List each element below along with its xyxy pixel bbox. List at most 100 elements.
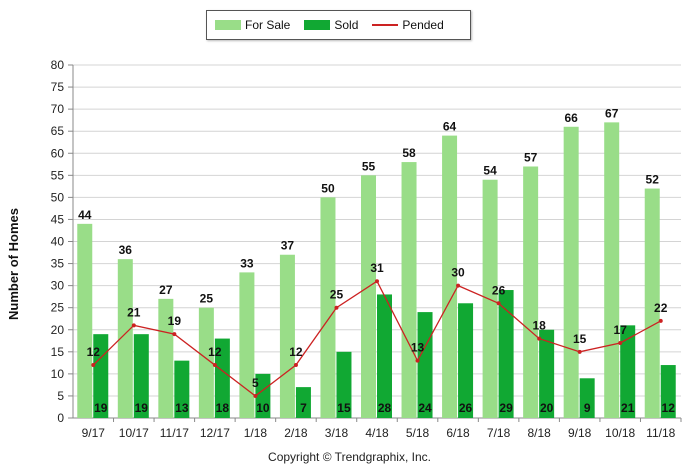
data-label-for-sale: 52 [646,173,660,187]
bar-sold [336,351,352,418]
data-label-pended: 22 [654,301,668,315]
bar-sold [93,334,109,418]
data-label-sold: 15 [337,401,351,415]
data-label-pended: 12 [208,345,222,359]
y-tick-label: 55 [51,168,65,182]
bar-for-sale [644,188,660,418]
x-tick-label: 8/18 [527,426,551,440]
data-label-for-sale: 37 [281,239,295,253]
x-tick-label: 9/17 [82,426,106,440]
data-label-for-sale: 58 [402,146,416,160]
data-label-pended: 30 [451,266,465,280]
y-tick-label: 35 [51,257,65,271]
bar-for-sale [239,272,255,418]
pended-point [91,363,96,368]
pended-point [212,363,217,368]
legend-swatch-for-sale [215,20,241,30]
data-label-for-sale: 25 [200,292,214,306]
data-label-sold: 7 [300,401,307,415]
y-tick-label: 60 [51,146,65,160]
bar-for-sale [401,162,417,418]
bar-sold [660,365,676,418]
data-label-pended: 13 [411,341,425,355]
data-label-sold: 29 [499,401,513,415]
x-tick-label: 10/17 [119,426,149,440]
bar-sold [458,303,474,418]
data-label-pended: 17 [614,323,628,337]
pended-point [131,323,136,328]
data-label-pended: 31 [370,261,384,275]
legend-label-for-sale: For Sale [245,18,291,32]
pended-point [375,279,379,284]
bar-sold [498,290,514,418]
y-tick-label: 20 [51,323,65,337]
pended-point [537,336,542,341]
y-tick-label: 0 [57,411,64,425]
x-tick-label: 1/18 [244,426,268,440]
pended-point [334,305,339,310]
x-tick-label: 12/17 [200,426,230,440]
bar-sold [214,338,230,418]
y-tick-label: 45 [51,212,65,226]
data-label-for-sale: 57 [524,150,538,164]
data-label-sold: 26 [459,401,473,415]
data-label-pended: 12 [87,345,101,359]
data-label-sold: 28 [378,401,392,415]
bar-for-sale [117,259,133,418]
bar-for-sale [361,175,376,418]
data-label-sold: 19 [135,401,149,415]
copyright-text: Copyright © Trendgraphix, Inc. [268,450,431,464]
data-label-for-sale: 50 [321,181,335,195]
bar-sold [377,294,392,418]
x-tick-label: 6/18 [446,426,470,440]
bars [77,122,676,419]
legend-item-pended: Pended [372,18,444,32]
x-tick-label: 11/17 [160,426,189,440]
legend-swatch-pended [372,24,399,26]
data-label-for-sale: 33 [240,256,254,270]
pended-point [658,318,663,323]
data-label-for-sale: 66 [564,111,578,125]
x-tick-label: 3/18 [325,426,349,440]
pended-point [577,349,582,354]
data-label-pended: 18 [532,319,546,333]
y-axis-label: Number of Homes [6,208,21,320]
bar-for-sale [158,298,174,418]
data-label-for-sale: 54 [483,164,497,178]
bar-for-sale [563,126,579,419]
pended-point [253,393,258,398]
data-label-sold: 12 [662,401,676,415]
data-label-pended: 26 [492,283,506,297]
pended-point [293,363,298,368]
y-tick-label: 5 [57,389,64,403]
pended-point [415,358,420,363]
legend-swatch-sold [304,20,331,30]
data-label-pended: 12 [289,345,303,359]
y-tick-label: 75 [51,80,65,94]
data-label-pended: 19 [168,314,182,328]
y-tick-label: 30 [51,279,65,293]
y-tick-label: 65 [51,124,65,138]
y-tick-label: 25 [51,301,65,315]
data-labels: 44 19 36 19 27 13 25 18 33 10 37 7 50 15 55 28 58 24 64 26 5… [78,106,675,415]
bar-sold [295,387,311,418]
bar-sold [539,329,555,418]
bar-sold [579,378,595,418]
legend-label-sold: Sold [334,18,359,32]
y-tick-label: 70 [51,102,65,116]
x-tick-label: 7/18 [487,426,511,440]
pended-line [91,279,663,398]
pended-point [496,301,501,306]
pended-point [456,283,461,288]
bar-for-sale [77,223,93,418]
data-label-pended: 5 [252,376,259,390]
data-label-sold: 19 [94,401,108,415]
data-label-pended: 21 [127,305,141,319]
data-label-sold: 20 [540,401,554,415]
bar-sold [255,373,271,418]
bar-for-sale [523,166,539,418]
data-label-for-sale: 67 [605,106,619,120]
pended-point [172,332,177,337]
y-tick-label: 15 [51,345,65,359]
